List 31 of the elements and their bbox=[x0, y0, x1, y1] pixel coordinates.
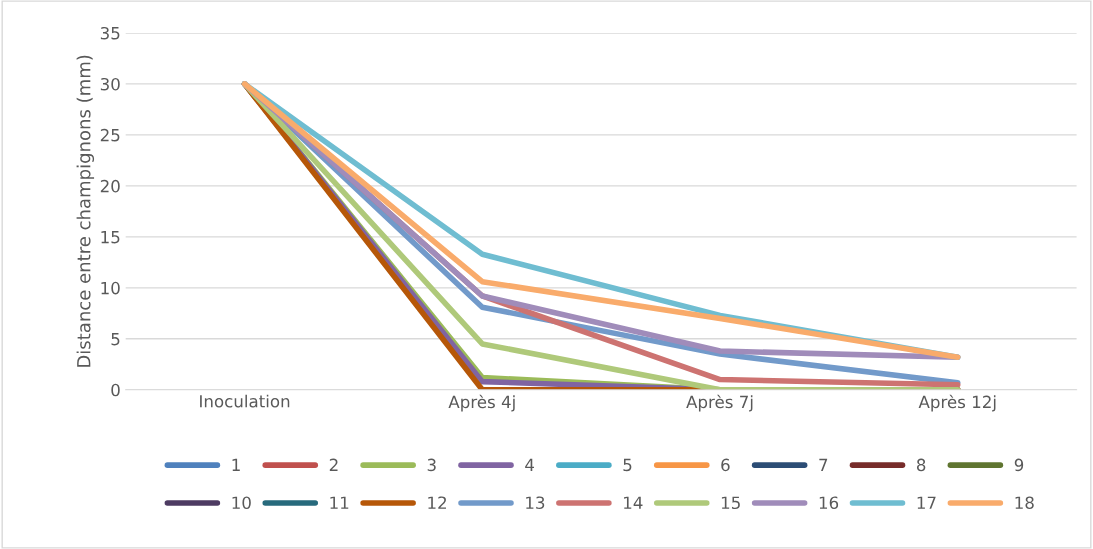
legend-label: 3 bbox=[427, 458, 436, 472]
legend-label: 5 bbox=[623, 458, 632, 472]
legend-label: 18 bbox=[1015, 496, 1034, 510]
legend-label: 9 bbox=[1014, 458, 1024, 472]
x-tick-label: Après 4j bbox=[448, 394, 515, 412]
y-tick-label: 5 bbox=[111, 332, 120, 346]
legend-label: 16 bbox=[819, 496, 839, 510]
legend-label: 13 bbox=[526, 496, 545, 510]
y-tick-label: 30 bbox=[100, 77, 120, 91]
legend-label: 10 bbox=[232, 496, 251, 510]
legend-label: 8 bbox=[916, 458, 926, 472]
legend-label: 4 bbox=[525, 458, 535, 471]
legend-label: 12 bbox=[428, 496, 446, 509]
x-tick-label: Après 7j bbox=[686, 394, 753, 412]
y-tick-label: 10 bbox=[101, 281, 120, 295]
legend-label: 17 bbox=[917, 496, 936, 509]
y-axis-title: Distance entre champignons (mm) bbox=[76, 55, 95, 367]
legend-label: 6 bbox=[721, 458, 730, 472]
y-tick-label: 15 bbox=[101, 231, 120, 244]
x-tick-label: Inoculation bbox=[200, 394, 290, 408]
y-tick-label: 0 bbox=[111, 383, 120, 397]
legend-label: 2 bbox=[329, 458, 338, 471]
legend-label: 14 bbox=[624, 496, 643, 509]
y-tick-label: 20 bbox=[100, 179, 120, 193]
y-tick-label: 25 bbox=[100, 128, 120, 142]
legend-label: 15 bbox=[721, 496, 740, 510]
legend-label: 11 bbox=[330, 496, 349, 509]
y-tick-label: 35 bbox=[100, 26, 120, 40]
legend-label: 1 bbox=[232, 458, 240, 471]
x-tick-label: Après 12j bbox=[918, 394, 996, 412]
legend-label: 7 bbox=[819, 458, 828, 471]
